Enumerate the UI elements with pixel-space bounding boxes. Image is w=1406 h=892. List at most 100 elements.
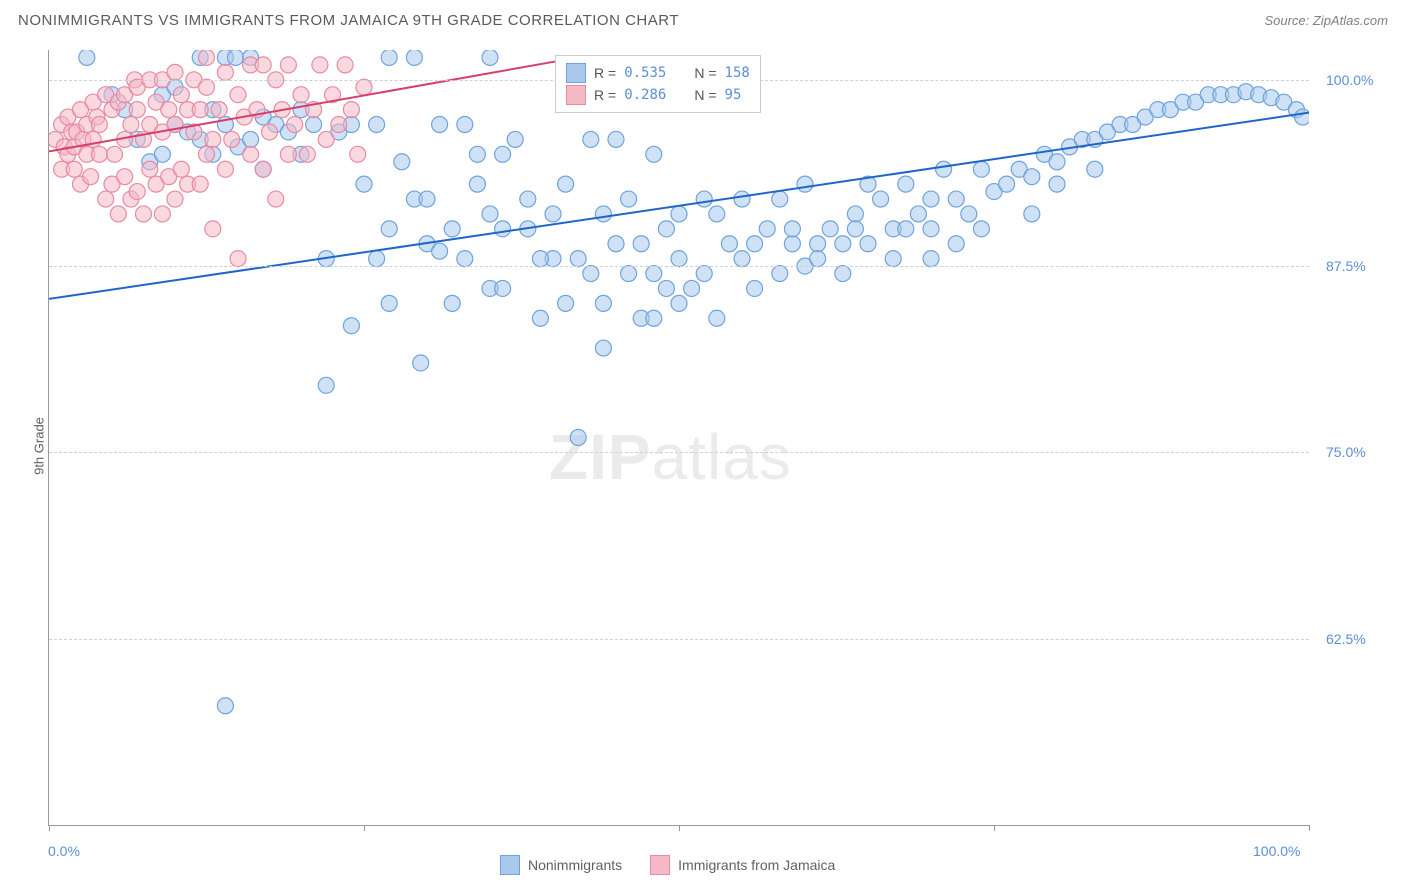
stat-n-value: 158 bbox=[725, 62, 750, 84]
data-point bbox=[217, 698, 233, 714]
data-point bbox=[923, 251, 939, 267]
y-tick-label: 75.0% bbox=[1326, 444, 1366, 460]
data-point bbox=[898, 221, 914, 237]
data-point bbox=[356, 176, 372, 192]
data-point bbox=[199, 79, 215, 95]
correlation-legend: R = 0.535N = 158R = 0.286N = 95 bbox=[555, 55, 761, 113]
data-point bbox=[369, 251, 385, 267]
data-point bbox=[469, 146, 485, 162]
data-point bbox=[129, 102, 145, 118]
data-point bbox=[167, 64, 183, 80]
gridline-h bbox=[49, 266, 1309, 267]
data-point bbox=[331, 117, 347, 133]
data-point bbox=[595, 206, 611, 222]
x-tick bbox=[1309, 825, 1310, 831]
data-point bbox=[337, 57, 353, 73]
data-point bbox=[696, 191, 712, 207]
data-point bbox=[1024, 206, 1040, 222]
data-point bbox=[211, 102, 227, 118]
data-point bbox=[243, 131, 259, 147]
data-point bbox=[173, 161, 189, 177]
data-point bbox=[318, 377, 334, 393]
data-point bbox=[621, 266, 637, 282]
data-point bbox=[482, 206, 498, 222]
stat-r-value: 0.286 bbox=[624, 84, 666, 106]
data-point bbox=[343, 318, 359, 334]
data-point bbox=[810, 251, 826, 267]
data-point bbox=[621, 191, 637, 207]
legend-stat-row: R = 0.535N = 158 bbox=[566, 62, 750, 84]
data-point bbox=[107, 146, 123, 162]
data-point bbox=[558, 176, 574, 192]
data-point bbox=[646, 146, 662, 162]
data-point bbox=[495, 146, 511, 162]
data-point bbox=[847, 221, 863, 237]
x-tick bbox=[49, 825, 50, 831]
data-point bbox=[873, 191, 889, 207]
data-point bbox=[350, 146, 366, 162]
legend-swatch bbox=[566, 85, 586, 105]
data-point bbox=[646, 266, 662, 282]
data-point bbox=[671, 295, 687, 311]
data-point bbox=[268, 191, 284, 207]
data-point bbox=[999, 176, 1015, 192]
data-point bbox=[136, 206, 152, 222]
data-point bbox=[199, 146, 215, 162]
data-point bbox=[709, 310, 725, 326]
y-tick-label: 100.0% bbox=[1326, 72, 1373, 88]
data-point bbox=[123, 117, 139, 133]
data-point bbox=[948, 236, 964, 252]
data-point bbox=[734, 251, 750, 267]
data-point bbox=[784, 236, 800, 252]
data-point bbox=[230, 251, 246, 267]
legend-stat-row: R = 0.286N = 95 bbox=[566, 84, 750, 106]
data-point bbox=[910, 206, 926, 222]
data-point bbox=[432, 243, 448, 259]
data-point bbox=[154, 146, 170, 162]
data-point bbox=[784, 221, 800, 237]
data-point bbox=[646, 310, 662, 326]
data-point bbox=[280, 57, 296, 73]
data-point bbox=[457, 251, 473, 267]
data-point bbox=[230, 87, 246, 103]
data-point bbox=[381, 295, 397, 311]
data-point bbox=[583, 266, 599, 282]
data-point bbox=[356, 79, 372, 95]
legend-label: Immigrants from Jamaica bbox=[678, 857, 835, 873]
chart-header: NONIMMIGRANTS VS IMMIGRANTS FROM JAMAICA… bbox=[18, 12, 1388, 29]
data-point bbox=[696, 266, 712, 282]
data-point bbox=[747, 280, 763, 296]
gridline-h bbox=[49, 639, 1309, 640]
x-tick bbox=[679, 825, 680, 831]
y-tick-label: 87.5% bbox=[1326, 258, 1366, 274]
x-tick-label: 0.0% bbox=[48, 843, 80, 859]
data-point bbox=[83, 169, 99, 185]
data-point bbox=[312, 57, 328, 73]
data-point bbox=[1049, 154, 1065, 170]
plot-area: ZIPatlas bbox=[48, 50, 1309, 826]
data-point bbox=[1049, 176, 1065, 192]
data-point bbox=[227, 50, 243, 65]
data-point bbox=[444, 295, 460, 311]
data-point bbox=[343, 102, 359, 118]
data-point bbox=[658, 221, 674, 237]
data-point bbox=[457, 117, 473, 133]
data-point bbox=[161, 102, 177, 118]
stat-n-label: N = bbox=[694, 62, 716, 84]
data-point bbox=[709, 206, 725, 222]
data-point bbox=[444, 221, 460, 237]
data-point bbox=[255, 57, 271, 73]
legend-swatch bbox=[566, 63, 586, 83]
data-point bbox=[413, 355, 429, 371]
data-point bbox=[772, 191, 788, 207]
data-point bbox=[608, 236, 624, 252]
legend-item: Nonimmigrants bbox=[500, 855, 622, 875]
data-point bbox=[205, 131, 221, 147]
data-point bbox=[110, 206, 126, 222]
data-point bbox=[973, 221, 989, 237]
data-point bbox=[532, 251, 548, 267]
data-point bbox=[381, 221, 397, 237]
data-point bbox=[797, 176, 813, 192]
data-point bbox=[381, 50, 397, 65]
data-point bbox=[570, 430, 586, 446]
